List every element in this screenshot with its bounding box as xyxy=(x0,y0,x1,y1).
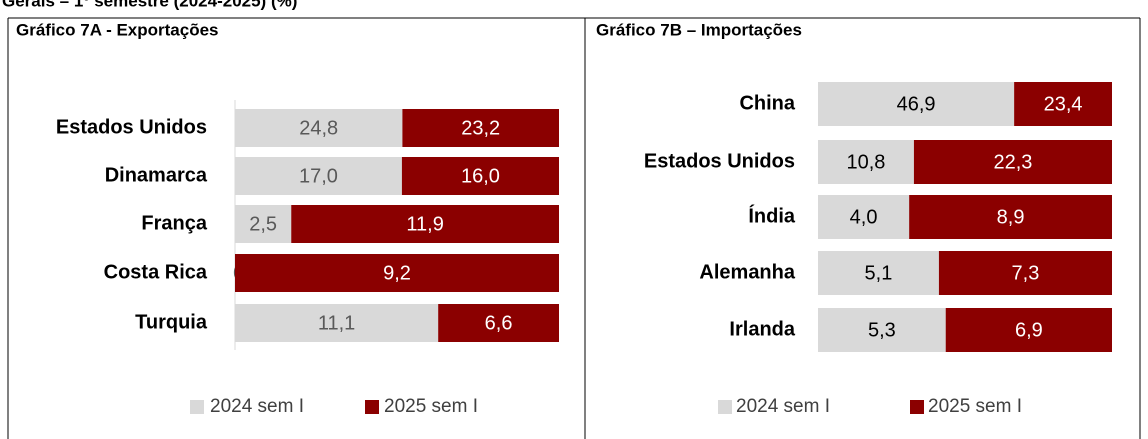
value-label: 5,1 xyxy=(865,262,893,284)
value-label: 10,8 xyxy=(846,151,885,173)
category-label: Índia xyxy=(748,204,796,227)
category-label: Estados Unidos xyxy=(644,150,795,172)
value-label: 6,6 xyxy=(485,312,513,334)
bar-segment xyxy=(909,195,1112,239)
bar-segment xyxy=(235,304,439,342)
value-label: 17,0 xyxy=(299,165,338,187)
bar-segment xyxy=(235,205,292,243)
legend-swatch xyxy=(718,400,732,414)
category-label: Alemanha xyxy=(699,261,795,283)
value-label: 9,2 xyxy=(383,262,411,284)
value-label: 23,2 xyxy=(461,117,500,139)
category-label: França xyxy=(141,212,207,234)
header: Gerais – 1º semestre (2024-2025) (%) xyxy=(2,0,297,10)
bar-segment xyxy=(818,195,910,239)
value-label: 23,4 xyxy=(1044,93,1083,115)
bar-segment xyxy=(235,109,403,147)
value-label: 4,0 xyxy=(850,206,878,228)
category-label: Irlanda xyxy=(729,318,795,340)
bar-segment xyxy=(818,308,946,352)
value-label: 16,0 xyxy=(461,165,500,187)
value-label: 8,9 xyxy=(997,206,1025,228)
bar-segment xyxy=(818,251,939,295)
value-label: 22,3 xyxy=(993,151,1032,173)
value-label: 5,3 xyxy=(868,319,896,341)
value-label: 7,3 xyxy=(1012,262,1040,284)
bar-segment xyxy=(401,157,559,195)
value-label: 24,8 xyxy=(299,117,338,139)
value-label: 2,5 xyxy=(249,213,277,235)
category-label: Dinamarca xyxy=(105,164,208,186)
bar-segment xyxy=(291,205,559,243)
value-label: 6,9 xyxy=(1015,319,1043,341)
chart-title: Gráfico 7A - Exportações xyxy=(16,20,219,39)
category-label: Turquia xyxy=(135,311,208,333)
bar-segment xyxy=(235,254,559,292)
bar-segment xyxy=(402,109,559,147)
value-label: 46,9 xyxy=(897,93,936,115)
bar-segment xyxy=(938,251,1112,295)
bar-segment xyxy=(945,308,1112,352)
legend-label: 2025 sem I xyxy=(928,396,1022,417)
category-label: Costa Rica xyxy=(104,261,208,283)
legend-swatch xyxy=(910,400,924,414)
legend-swatch xyxy=(365,400,379,414)
legend-label: 2024 sem I xyxy=(736,396,830,417)
bar-segment xyxy=(1014,82,1112,126)
legend-label: 2025 sem I xyxy=(384,396,478,417)
chart-title: Gráfico 7B – Importações xyxy=(596,20,802,39)
legend-swatch xyxy=(190,400,204,414)
value-label: 11,9 xyxy=(406,213,443,235)
bar-segment xyxy=(438,304,559,342)
legend-label: 2024 sem I xyxy=(210,396,304,417)
category-label: Estados Unidos xyxy=(56,116,207,138)
bar-segment xyxy=(913,140,1112,184)
bar-segment xyxy=(235,157,402,195)
bar-segment xyxy=(818,140,914,184)
value-label: 11,1 xyxy=(318,312,355,334)
category-label: China xyxy=(739,92,795,114)
bar-segment xyxy=(818,82,1015,126)
